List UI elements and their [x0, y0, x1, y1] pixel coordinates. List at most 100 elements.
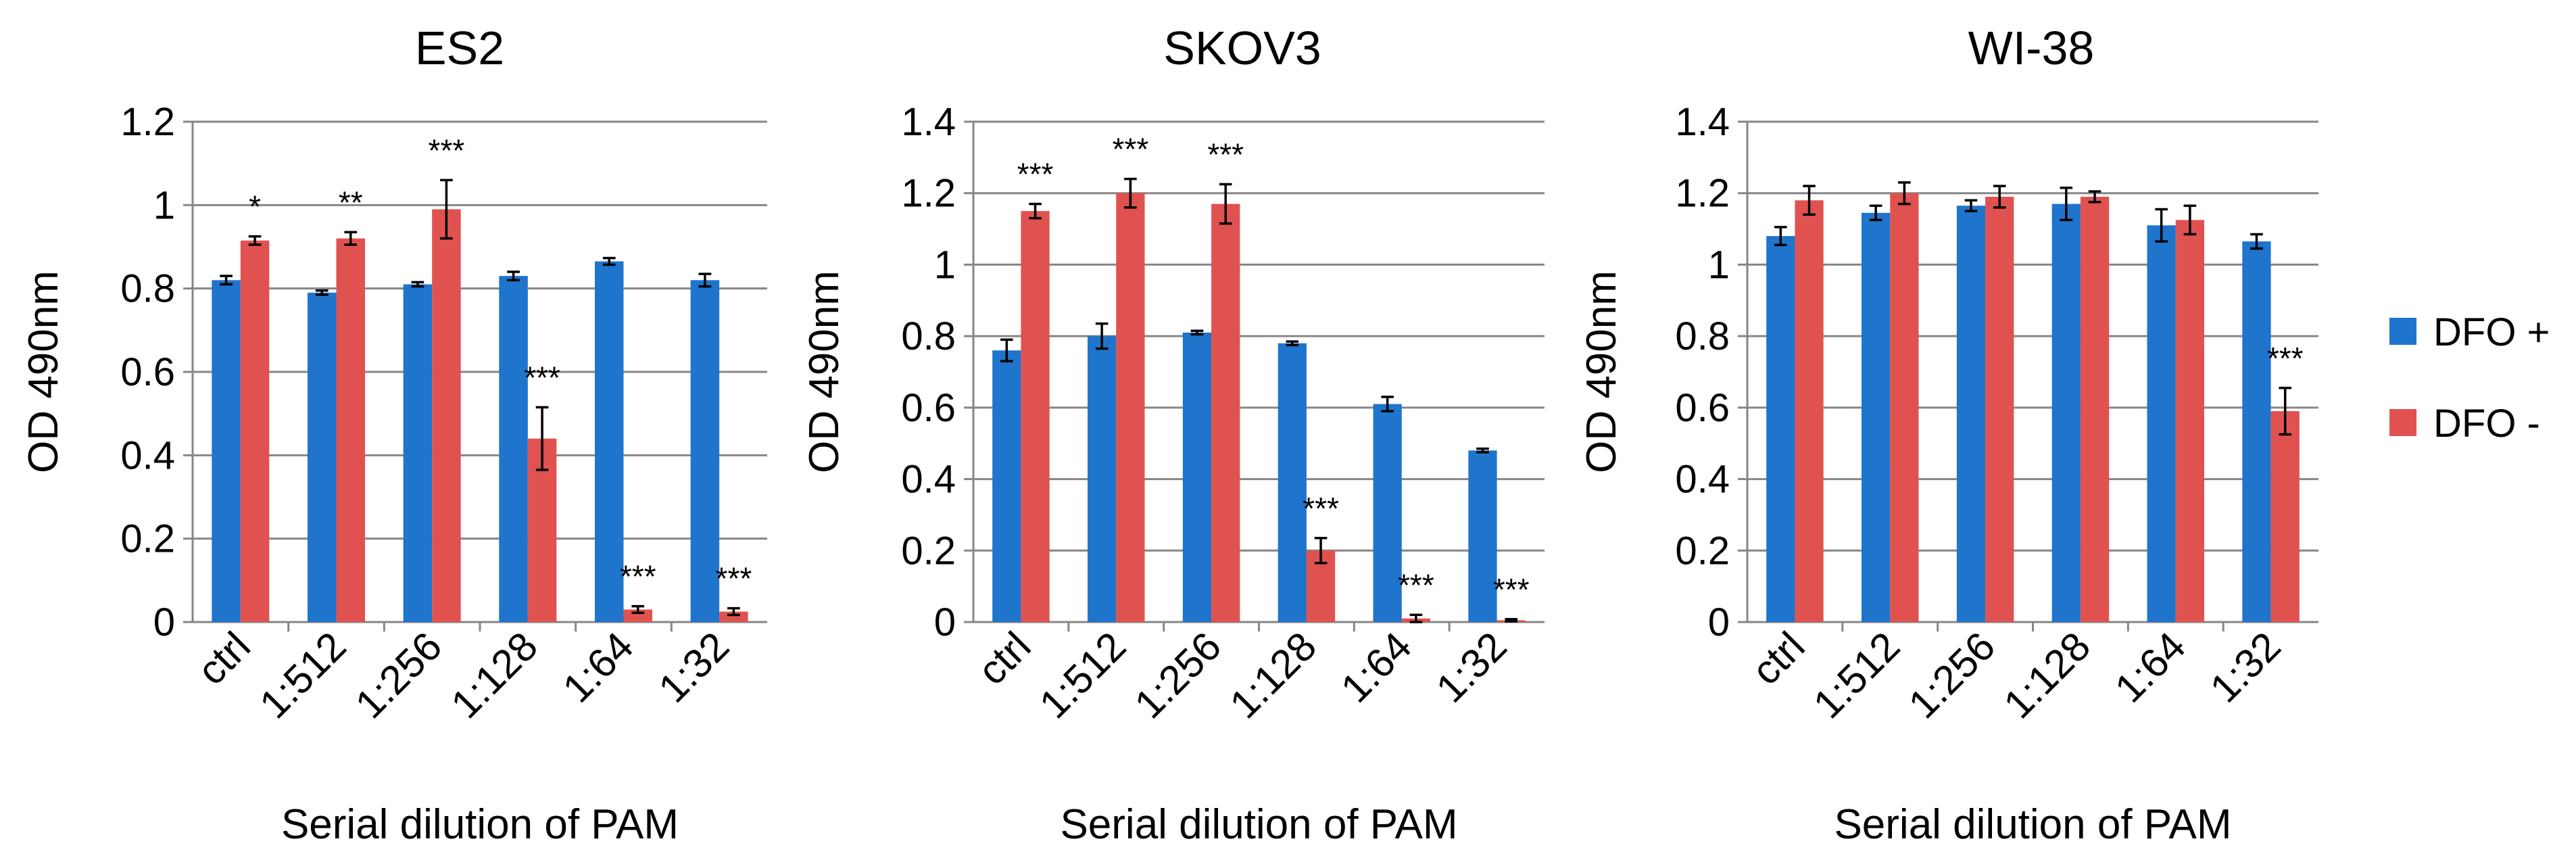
chart-skov3: SKOV3 0 0.2 0.4 0.6 0.8 1 1.2 1.4 OD 490nm *** ctrl…: [801, 22, 1545, 848]
x-tick-label: 1:256: [1900, 623, 2004, 728]
significance-label: ***: [1493, 572, 1530, 607]
bar-dfo-minus-1:32: [719, 611, 748, 622]
significance-label: **: [339, 185, 363, 220]
chart-title: WI-38: [1968, 22, 2095, 74]
y-tick-label: 1.2: [1675, 172, 1730, 216]
y-tick-label: 0.4: [1675, 458, 1730, 502]
y-axis-label: OD 490nm: [1578, 270, 1625, 473]
x-tick-label: 1:32: [650, 623, 737, 711]
y-tick-label: 0.6: [1675, 386, 1730, 430]
x-axis-label: Serial dilution of PAM: [281, 801, 679, 848]
y-tick-label: 1: [934, 243, 956, 287]
significance-label: *: [249, 189, 261, 224]
significance-label: ***: [1207, 137, 1244, 172]
bar-dfo-minus-1:512: [1890, 193, 1919, 622]
x-tick-label: ctrl: [969, 623, 1040, 694]
y-tick-label: 0.8: [1675, 314, 1730, 358]
y-tick-label: 0.6: [901, 386, 956, 430]
legend-swatch-dfo-plus: [2389, 318, 2416, 345]
bar-dfo-plus-1:64: [595, 261, 624, 622]
bar-dfo-plus-1:256: [1956, 206, 1986, 622]
y-tick-label: 0.2: [120, 517, 175, 561]
bar-dfo-plus-1:128: [2051, 204, 2081, 623]
bar-dfo-plus-1:64: [2147, 225, 2176, 622]
bar-dfo-plus-1:256: [403, 284, 433, 622]
bar-dfo-plus-1:512: [1862, 212, 1891, 622]
legend-label: DFO -: [2433, 402, 2540, 446]
bar-dfo-minus-1:256: [1985, 197, 2014, 622]
bar-dfo-plus-1:256: [1182, 332, 1212, 622]
bar-dfo-minus-ctrl: [1021, 211, 1050, 623]
y-tick-label: 1: [153, 183, 175, 227]
x-tick-label: 1:512: [1031, 623, 1135, 728]
significance-label: ***: [1398, 567, 1434, 602]
x-tick-label: 1:256: [347, 623, 451, 728]
significance-label: ***: [620, 559, 656, 594]
y-axis-label: OD 490nm: [801, 270, 848, 473]
chart-wi38: WI-38 0 0.2 0.4 0.6 0.8 1 1.2 1.4 OD 490nm ctrl1:5…: [1578, 22, 2318, 848]
x-tick-label: 1:64: [2106, 623, 2194, 711]
x-tick-label: 1:64: [554, 623, 642, 711]
y-tick-label: 0: [1708, 600, 1730, 644]
y-tick-label: 0.8: [120, 267, 175, 311]
x-axis-label: Serial dilution of PAM: [1834, 801, 2231, 848]
bar-dfo-plus-1:64: [1373, 404, 1402, 622]
significance-label: ***: [716, 561, 752, 596]
x-tick-label: 1:128: [442, 623, 546, 728]
x-tick-label: 1:128: [1995, 623, 2099, 728]
chart-title: SKOV3: [1163, 22, 1321, 74]
significance-label: ***: [2267, 341, 2304, 376]
legend-label: DFO +: [2433, 310, 2550, 354]
y-tick-label: 1.4: [1675, 100, 1730, 144]
bar-dfo-plus-1:32: [1468, 450, 1497, 622]
x-tick-label: ctrl: [189, 623, 259, 694]
legend: DFO + DFO -: [2389, 310, 2550, 446]
y-tick-label: 0.8: [901, 314, 956, 358]
significance-label: ***: [1017, 157, 1054, 192]
x-axis-label: Serial dilution of PAM: [1060, 801, 1457, 848]
x-tick-label: 1:64: [1332, 623, 1420, 711]
y-tick-label: 1.2: [901, 172, 956, 216]
bar-dfo-minus-1:32: [2270, 411, 2300, 622]
chart-title: ES2: [415, 22, 504, 74]
y-tick-label: 1.2: [120, 100, 175, 144]
y-tick-label: 0.2: [1675, 529, 1730, 573]
bar-dfo-plus-1:512: [308, 292, 337, 622]
bar-dfo-minus-1:512: [1116, 193, 1145, 622]
x-tick-label: 1:32: [1428, 623, 1515, 711]
bar-dfo-plus-ctrl: [212, 280, 241, 622]
bar-dfo-minus-1:128: [2080, 197, 2110, 622]
bar-dfo-minus-1:64: [623, 609, 652, 622]
y-tick-label: 0: [934, 600, 956, 644]
bar-dfo-plus-1:512: [1088, 336, 1117, 622]
bar-dfo-plus-1:128: [1278, 343, 1307, 622]
bar-dfo-plus-ctrl: [992, 350, 1021, 622]
bar-dfo-minus-1:512: [336, 238, 365, 623]
x-tick-label: 1:32: [2202, 623, 2289, 711]
bar-dfo-plus-1:32: [690, 280, 720, 622]
significance-label: ***: [1303, 491, 1339, 526]
significance-label: ***: [1113, 132, 1149, 167]
bar-dfo-plus-1:32: [2242, 241, 2271, 623]
x-tick-label: 1:128: [1221, 623, 1326, 728]
y-tick-label: 1.4: [901, 100, 956, 144]
x-tick-label: ctrl: [1743, 623, 1814, 694]
significance-label: ***: [429, 133, 465, 168]
x-tick-label: 1:256: [1126, 623, 1230, 728]
significance-label: ***: [524, 360, 560, 395]
bar-dfo-minus-ctrl: [1795, 200, 1824, 622]
y-tick-label: 0.2: [901, 529, 956, 573]
y-tick-label: 0.4: [120, 433, 175, 477]
y-tick-label: 0.6: [120, 350, 175, 394]
x-tick-label: 1:512: [1805, 623, 1909, 728]
x-tick-label: 1:512: [251, 623, 355, 728]
y-tick-label: 1: [1708, 243, 1730, 287]
bar-dfo-plus-ctrl: [1766, 236, 1795, 623]
chart-es2: ES2 0 0.2 0.4 0.6 0.8 1 1.2 OD 490nm * ctrl ** 1:512…: [20, 22, 767, 848]
bar-dfo-minus-ctrl: [240, 240, 270, 622]
y-tick-label: 0: [153, 600, 175, 644]
bar-dfo-minus-1:64: [2175, 220, 2204, 622]
bar-dfo-minus-1:256: [432, 209, 461, 622]
y-tick-label: 0.4: [901, 458, 956, 502]
